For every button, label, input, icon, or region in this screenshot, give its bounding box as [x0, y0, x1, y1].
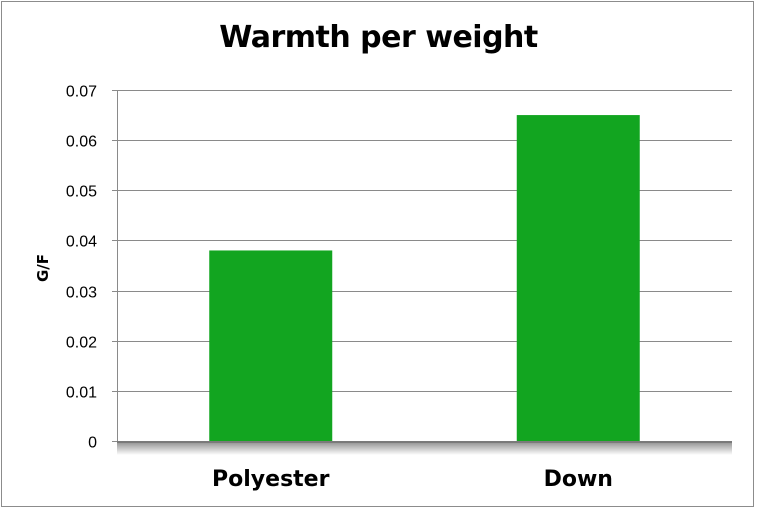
- x-tick-label: Down: [544, 467, 613, 492]
- bars: [209, 115, 640, 442]
- x-axis-shadow: [117, 443, 732, 455]
- y-tick-label: 0: [88, 435, 97, 452]
- bar-down: [516, 115, 640, 442]
- y-axis-label: G/F: [34, 254, 52, 282]
- axes: 0 0.01 0.02 0.03 0.04 0.05 0.06 0.07 Polyester Do…: [66, 84, 732, 492]
- bar-polyester: [209, 250, 333, 441]
- y-tick-label: 0.03: [66, 285, 97, 302]
- y-tick-label: 0.02: [66, 335, 97, 352]
- y-tick-label: 0.06: [66, 134, 97, 151]
- y-tick-label: 0.07: [66, 84, 97, 101]
- x-tick-label: Polyester: [212, 467, 330, 492]
- chart-title: Warmth per weight: [219, 20, 538, 55]
- y-tick-label: 0.01: [66, 385, 97, 402]
- y-tick-label: 0.04: [66, 234, 97, 251]
- y-tick-label: 0.05: [66, 184, 97, 201]
